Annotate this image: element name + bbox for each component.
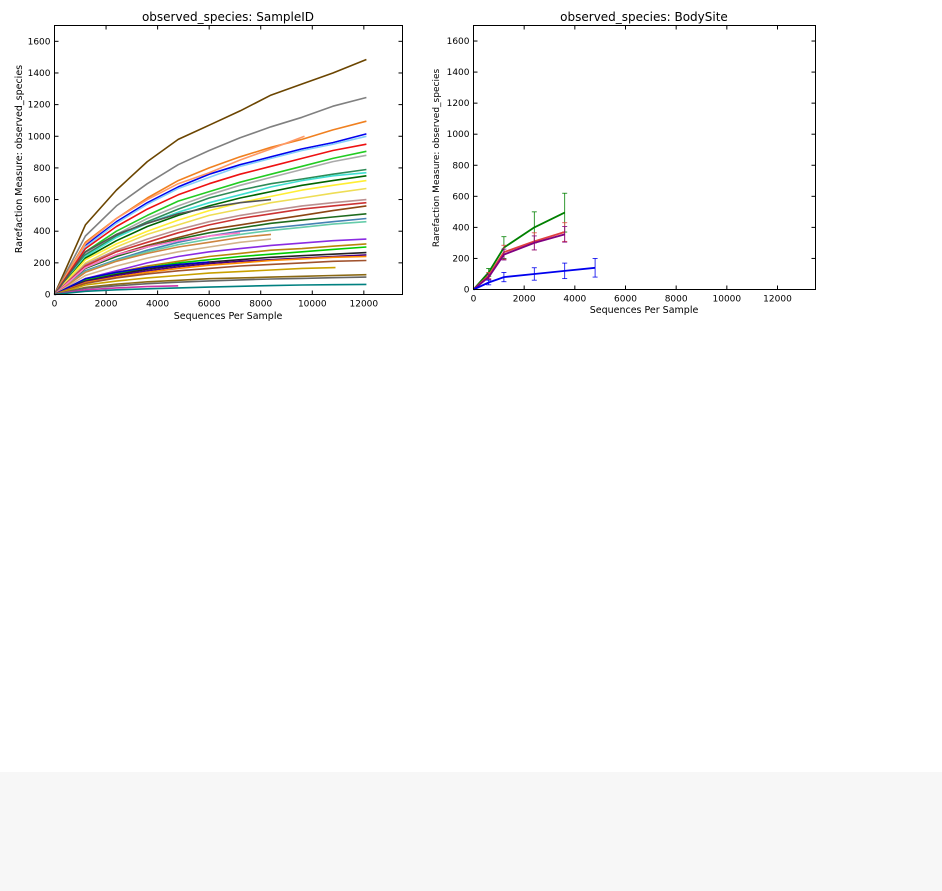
x-tick-label: 2000 (513, 295, 536, 305)
x-tick-label: 8000 (665, 295, 688, 305)
series-line-3 (53, 133, 367, 295)
x-tick-label: 6000 (614, 295, 637, 305)
x-tick-label: 10000 (713, 295, 742, 305)
series-line-16 (53, 201, 367, 296)
series-line-14 (53, 198, 272, 295)
series-line-22 (54, 233, 272, 296)
y-tick-label: 1200 (447, 99, 470, 109)
series-line-10 (53, 171, 367, 296)
y-tick-label: 0 (45, 291, 51, 301)
y-tick-label: 1400 (447, 68, 470, 78)
y-tick-label: 200 (33, 259, 50, 269)
y-tick-label: 0 (464, 286, 470, 296)
series-line-2 (472, 233, 565, 291)
x-tick-label: 8000 (249, 300, 272, 310)
y-tick-label: 1600 (28, 37, 51, 47)
chart-title: observed_species: BodySite (560, 10, 728, 24)
x-tick-label: 4000 (146, 300, 169, 310)
x-axis-label: Sequences Per Sample (590, 305, 699, 316)
x-tick-label: 4000 (563, 295, 586, 305)
series-line-32 (54, 266, 336, 296)
error-bar (531, 267, 537, 281)
series-line-34 (54, 276, 367, 296)
x-tick-label: 12000 (350, 300, 379, 310)
x-tick-label: 0 (52, 300, 58, 310)
y-tick-label: 600 (33, 196, 50, 206)
series-line-15 (53, 198, 367, 296)
series-line-18 (53, 213, 367, 296)
plot-frame (54, 25, 403, 295)
y-tick-label: 1000 (447, 130, 470, 140)
series-line-12 (53, 179, 367, 296)
x-tick-label: 10000 (298, 300, 327, 310)
chart-title: observed_species: SampleID (142, 10, 314, 24)
series-line-31 (54, 259, 367, 296)
series-line-0 (53, 58, 367, 295)
error-bar (562, 226, 568, 243)
y-tick-label: 1000 (28, 132, 51, 142)
series-line-23 (54, 238, 272, 296)
series-line-9 (53, 168, 367, 295)
y-axis-label: Rarefaction Measure: observed_species (14, 65, 25, 253)
plot-frame (473, 25, 816, 290)
charts-area: observed_species: SampleID 0 2000 4000 6000… (14, 10, 816, 322)
error-bar (562, 262, 568, 280)
error-bar (486, 279, 492, 286)
y-tick-label: 1400 (28, 69, 51, 79)
x-tick-label: 2000 (95, 300, 118, 310)
series-line-21 (53, 232, 241, 296)
series-line-35 (54, 285, 179, 296)
series-line-36 (54, 283, 367, 296)
error-bar (501, 248, 507, 261)
series-line-4 (53, 135, 367, 295)
x-tick-label: 0 (471, 295, 477, 305)
x-tick-label: 12000 (763, 295, 792, 305)
chart-sampleid: observed_species: SampleID 0 2000 4000 6000… (14, 10, 403, 322)
series-line-24 (54, 238, 367, 296)
bottom-panel (0, 772, 942, 891)
x-tick-label: 6000 (198, 300, 221, 310)
y-tick-label: 400 (33, 227, 50, 237)
series-line-1 (472, 231, 565, 291)
series-line-7 (53, 150, 367, 295)
error-bar (592, 258, 598, 278)
y-tick-label: 800 (452, 161, 469, 171)
y-tick-label: 1600 (447, 37, 470, 47)
error-bar (501, 272, 507, 283)
series-line-6 (53, 143, 367, 295)
y-tick-label: 600 (452, 192, 469, 202)
series-line-1 (53, 96, 367, 295)
error-bar (486, 274, 492, 280)
y-tick-label: 400 (452, 223, 469, 233)
y-tick-label: 1200 (28, 101, 51, 111)
series-line-11 (53, 175, 367, 296)
series-line-5 (53, 135, 305, 295)
x-axis-label: Sequences Per Sample (174, 311, 283, 322)
series-line-3 (473, 266, 596, 291)
series-line-13 (53, 187, 367, 296)
chart-bodysite: observed_species: BodySite 0 2000 4000 6000… (432, 10, 816, 316)
error-bar (531, 235, 537, 251)
y-tick-label: 800 (33, 164, 50, 174)
series-line-29 (54, 261, 210, 296)
series-line-33 (54, 273, 367, 296)
y-axis-label: Rarefaction Measure: observed_species (432, 69, 442, 248)
y-tick-label: 200 (452, 254, 469, 264)
